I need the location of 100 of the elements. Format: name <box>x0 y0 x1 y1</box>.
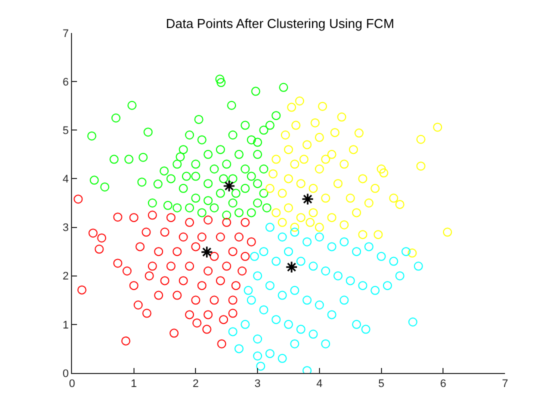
point <box>346 194 355 203</box>
point <box>302 140 312 150</box>
point <box>265 222 274 232</box>
point <box>256 362 266 371</box>
point <box>74 194 83 204</box>
point <box>321 266 330 276</box>
point <box>433 122 442 132</box>
point <box>200 246 214 258</box>
point <box>395 271 404 280</box>
point <box>308 184 318 193</box>
point <box>244 286 253 295</box>
point <box>234 344 244 354</box>
point <box>191 296 200 305</box>
point <box>259 247 268 256</box>
point <box>352 320 362 329</box>
point <box>278 218 287 227</box>
point <box>340 237 349 246</box>
point <box>88 228 98 238</box>
point <box>340 160 349 169</box>
y-tick-label: 6 <box>62 76 69 88</box>
point <box>370 286 380 295</box>
x-tick-label: 6 <box>440 378 446 390</box>
point <box>268 169 278 178</box>
point <box>291 120 300 130</box>
y-tick-label: 2 <box>62 270 69 283</box>
point <box>327 213 336 222</box>
point <box>216 232 225 242</box>
point <box>222 262 232 271</box>
x-tick-label: 7 <box>502 378 508 390</box>
point <box>364 242 374 252</box>
point <box>284 174 293 184</box>
point <box>210 252 219 261</box>
point <box>204 310 213 320</box>
point <box>290 228 300 237</box>
point <box>210 296 219 305</box>
point <box>204 266 213 276</box>
point <box>197 232 206 242</box>
point <box>185 218 194 227</box>
point <box>278 290 287 300</box>
point <box>346 276 355 286</box>
point <box>97 233 106 242</box>
point <box>166 213 176 222</box>
point <box>231 281 240 290</box>
point <box>284 247 293 256</box>
point <box>228 247 238 256</box>
point <box>352 247 362 256</box>
point <box>272 256 281 266</box>
point <box>265 184 274 193</box>
point <box>113 258 122 268</box>
point <box>327 150 336 159</box>
point <box>314 232 324 242</box>
point <box>416 162 426 171</box>
point <box>160 228 170 237</box>
point <box>284 320 293 329</box>
point <box>376 252 386 261</box>
point <box>295 96 304 106</box>
y-tick-label: 7 <box>62 28 69 40</box>
point <box>272 315 281 324</box>
point <box>327 310 336 320</box>
point <box>148 210 157 220</box>
x-tick-label: 3 <box>254 378 261 390</box>
point <box>352 208 362 218</box>
point <box>337 112 346 122</box>
point <box>327 242 336 252</box>
point <box>333 271 342 280</box>
point <box>416 134 426 144</box>
point <box>302 296 312 305</box>
point <box>389 256 398 266</box>
point <box>314 132 324 142</box>
point <box>170 328 179 338</box>
x-tick-label: 4 <box>316 378 322 390</box>
point <box>204 216 213 224</box>
point <box>314 222 324 232</box>
point <box>318 102 328 111</box>
point <box>321 339 330 348</box>
point <box>246 237 256 246</box>
point <box>302 237 312 246</box>
point <box>113 212 122 222</box>
point <box>278 188 287 198</box>
point <box>358 230 368 240</box>
point <box>358 281 368 290</box>
point <box>228 327 238 336</box>
point <box>192 318 202 328</box>
point <box>253 334 262 344</box>
point <box>178 276 188 286</box>
point <box>370 184 380 193</box>
point <box>278 232 287 242</box>
point <box>287 102 296 112</box>
point <box>290 160 300 169</box>
point <box>228 308 238 318</box>
point <box>414 262 423 271</box>
point <box>166 262 176 271</box>
point <box>374 230 383 240</box>
point <box>217 339 226 348</box>
point <box>240 252 250 261</box>
point <box>333 179 342 188</box>
point <box>361 324 370 334</box>
point <box>284 203 293 212</box>
point <box>240 320 250 329</box>
point <box>265 349 274 358</box>
